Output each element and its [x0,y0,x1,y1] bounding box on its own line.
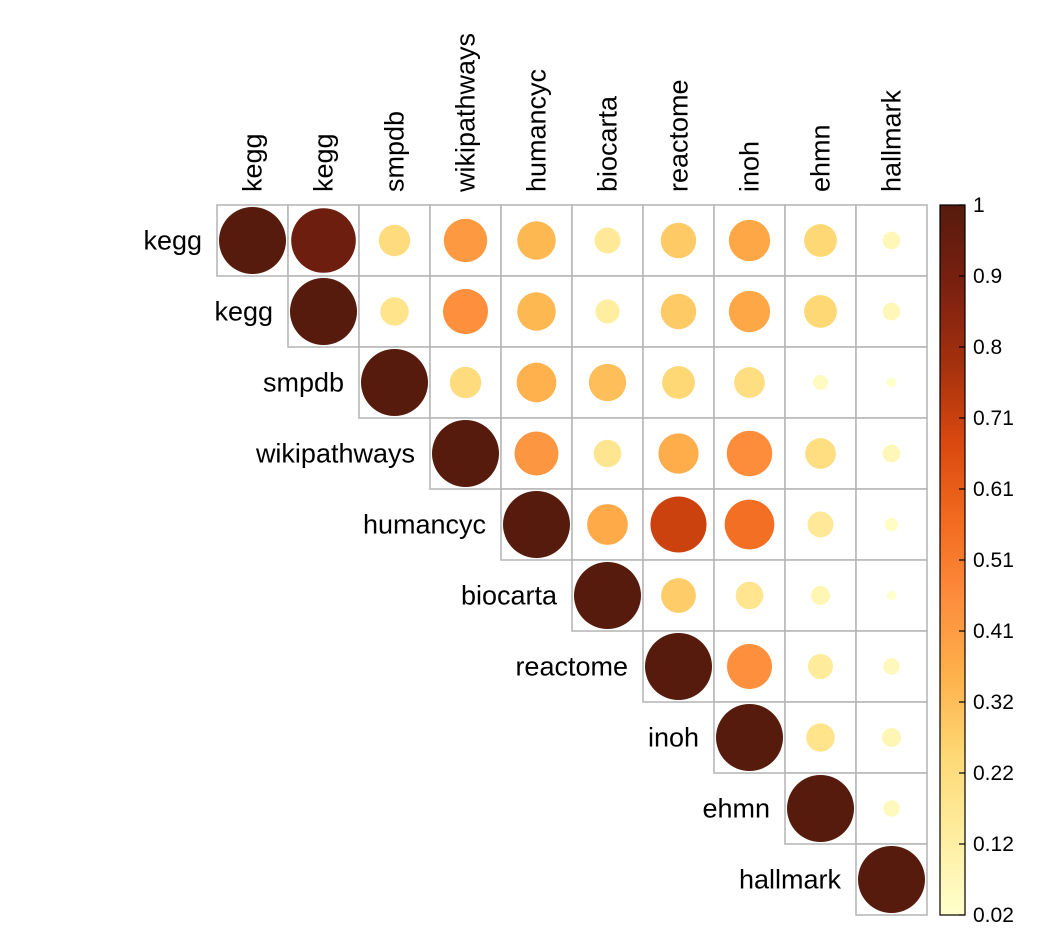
correlation-circle [735,581,764,610]
column-labels: kegg kegg smpdb wikipathways humancyc biocart… [238,33,907,193]
color-scale-ticks: 1 0.9 0.8 0.71 0.61 0.51 0.41 0.32 0.22 0.12 0.02 [959,194,1014,927]
correlation-circle [291,208,356,273]
correlation-circle [443,289,488,334]
correlation-circle [806,723,835,752]
correlation-circle [884,517,899,532]
correlation-circle [443,218,488,263]
correlation-circle [805,438,836,469]
color-scale: 1 0.9 0.8 0.71 0.61 0.51 0.41 0.32 0.22 0.12 0.02 [939,194,1014,927]
correlation-circle [660,293,697,330]
correlation-circle [378,224,411,257]
correlation-circle [726,430,773,477]
matrix-cell [713,204,786,277]
correlation-circle [807,653,834,680]
color-scale-tick-label: 0.22 [973,762,1014,785]
row-label: kegg [143,226,202,256]
correlation-circle [514,431,559,476]
matrix-cell [500,275,573,348]
column-label: hallmark [877,89,907,192]
correlation-circle [449,366,482,399]
correlation-circle [811,586,830,605]
correlation-circle [804,295,837,328]
correlation-circle [660,222,697,259]
matrix-cells [216,204,928,916]
correlation-circle [587,504,628,545]
correlation-circle [661,578,696,613]
column-label: inoh [735,141,765,192]
color-scale-tick-label: 0.32 [973,691,1014,714]
row-label: humancyc [363,510,486,540]
matrix-cell [784,488,857,561]
column-label: reactome [664,79,694,192]
matrix-cell [500,346,573,419]
correlation-circle [517,221,556,260]
correlation-circle [813,375,828,390]
color-scale-tick-label: 0.41 [973,620,1014,643]
color-scale-tick-label: 1 [973,194,985,217]
row-label: ehmn [702,794,770,824]
correlation-circle [807,511,834,538]
correlation-circle [658,433,699,474]
column-label: kegg [309,133,339,192]
correlation-circle [804,224,837,257]
column-label: wikipathways [451,33,481,193]
color-scale-tick-label: 0.02 [973,904,1014,927]
color-scale-tick-label: 0.61 [973,478,1014,501]
correlation-circle [728,290,771,333]
correlation-circle [858,846,925,913]
correlation-circle [361,349,428,416]
row-label: wikipathways [255,439,415,469]
correlation-circle [516,362,557,403]
correlation-circle [432,420,499,487]
column-label: biocarta [593,95,623,192]
correlation-circle [380,297,409,326]
column-label: kegg [238,133,268,192]
row-label: reactome [515,652,628,682]
correlation-circle [728,219,771,262]
correlation-circle [886,377,897,388]
correlation-circle [882,302,901,321]
color-scale-tick-label: 0.71 [973,407,1014,430]
correlation-circle [716,704,783,771]
column-label: smpdb [380,111,410,192]
correlation-circle [650,496,707,553]
column-label: humancyc [522,69,552,192]
correlation-circle [883,658,900,675]
column-label: ehmn [806,124,836,192]
correlation-circle [662,366,695,399]
correlation-circle [724,499,775,550]
correlation-circle [645,633,712,700]
correlation-circle [727,644,772,689]
row-label: kegg [214,297,273,327]
correlation-circle [219,207,286,274]
row-label: inoh [648,723,699,753]
correlation-circle [787,775,854,842]
correlation-circle [595,299,620,324]
correlation-circle [734,367,765,398]
correlation-circle [503,491,570,558]
row-label: biocarta [461,581,558,611]
correlation-circle [594,227,621,254]
row-label: hallmark [739,865,842,895]
correlation-circle [882,728,901,747]
color-scale-tick-label: 0.12 [973,833,1014,856]
row-label: smpdb [263,368,344,398]
correlation-circle [290,278,357,345]
color-scale-tick-label: 0.8 [973,336,1002,359]
correlation-circle [517,292,556,331]
correlation-circle [883,800,900,817]
correlation-circle [588,363,627,402]
correlation-circle [882,231,901,250]
correlation-circle [593,439,622,468]
correlation-circle [886,590,897,601]
correlation-circle [882,444,901,463]
correlation-circle [574,562,641,629]
row-labels: kegg kegg smpdb wikipathways humancyc biocart… [143,226,841,895]
color-scale-tick-label: 0.9 [973,265,1002,288]
color-scale-tick-label: 0.51 [973,549,1014,572]
